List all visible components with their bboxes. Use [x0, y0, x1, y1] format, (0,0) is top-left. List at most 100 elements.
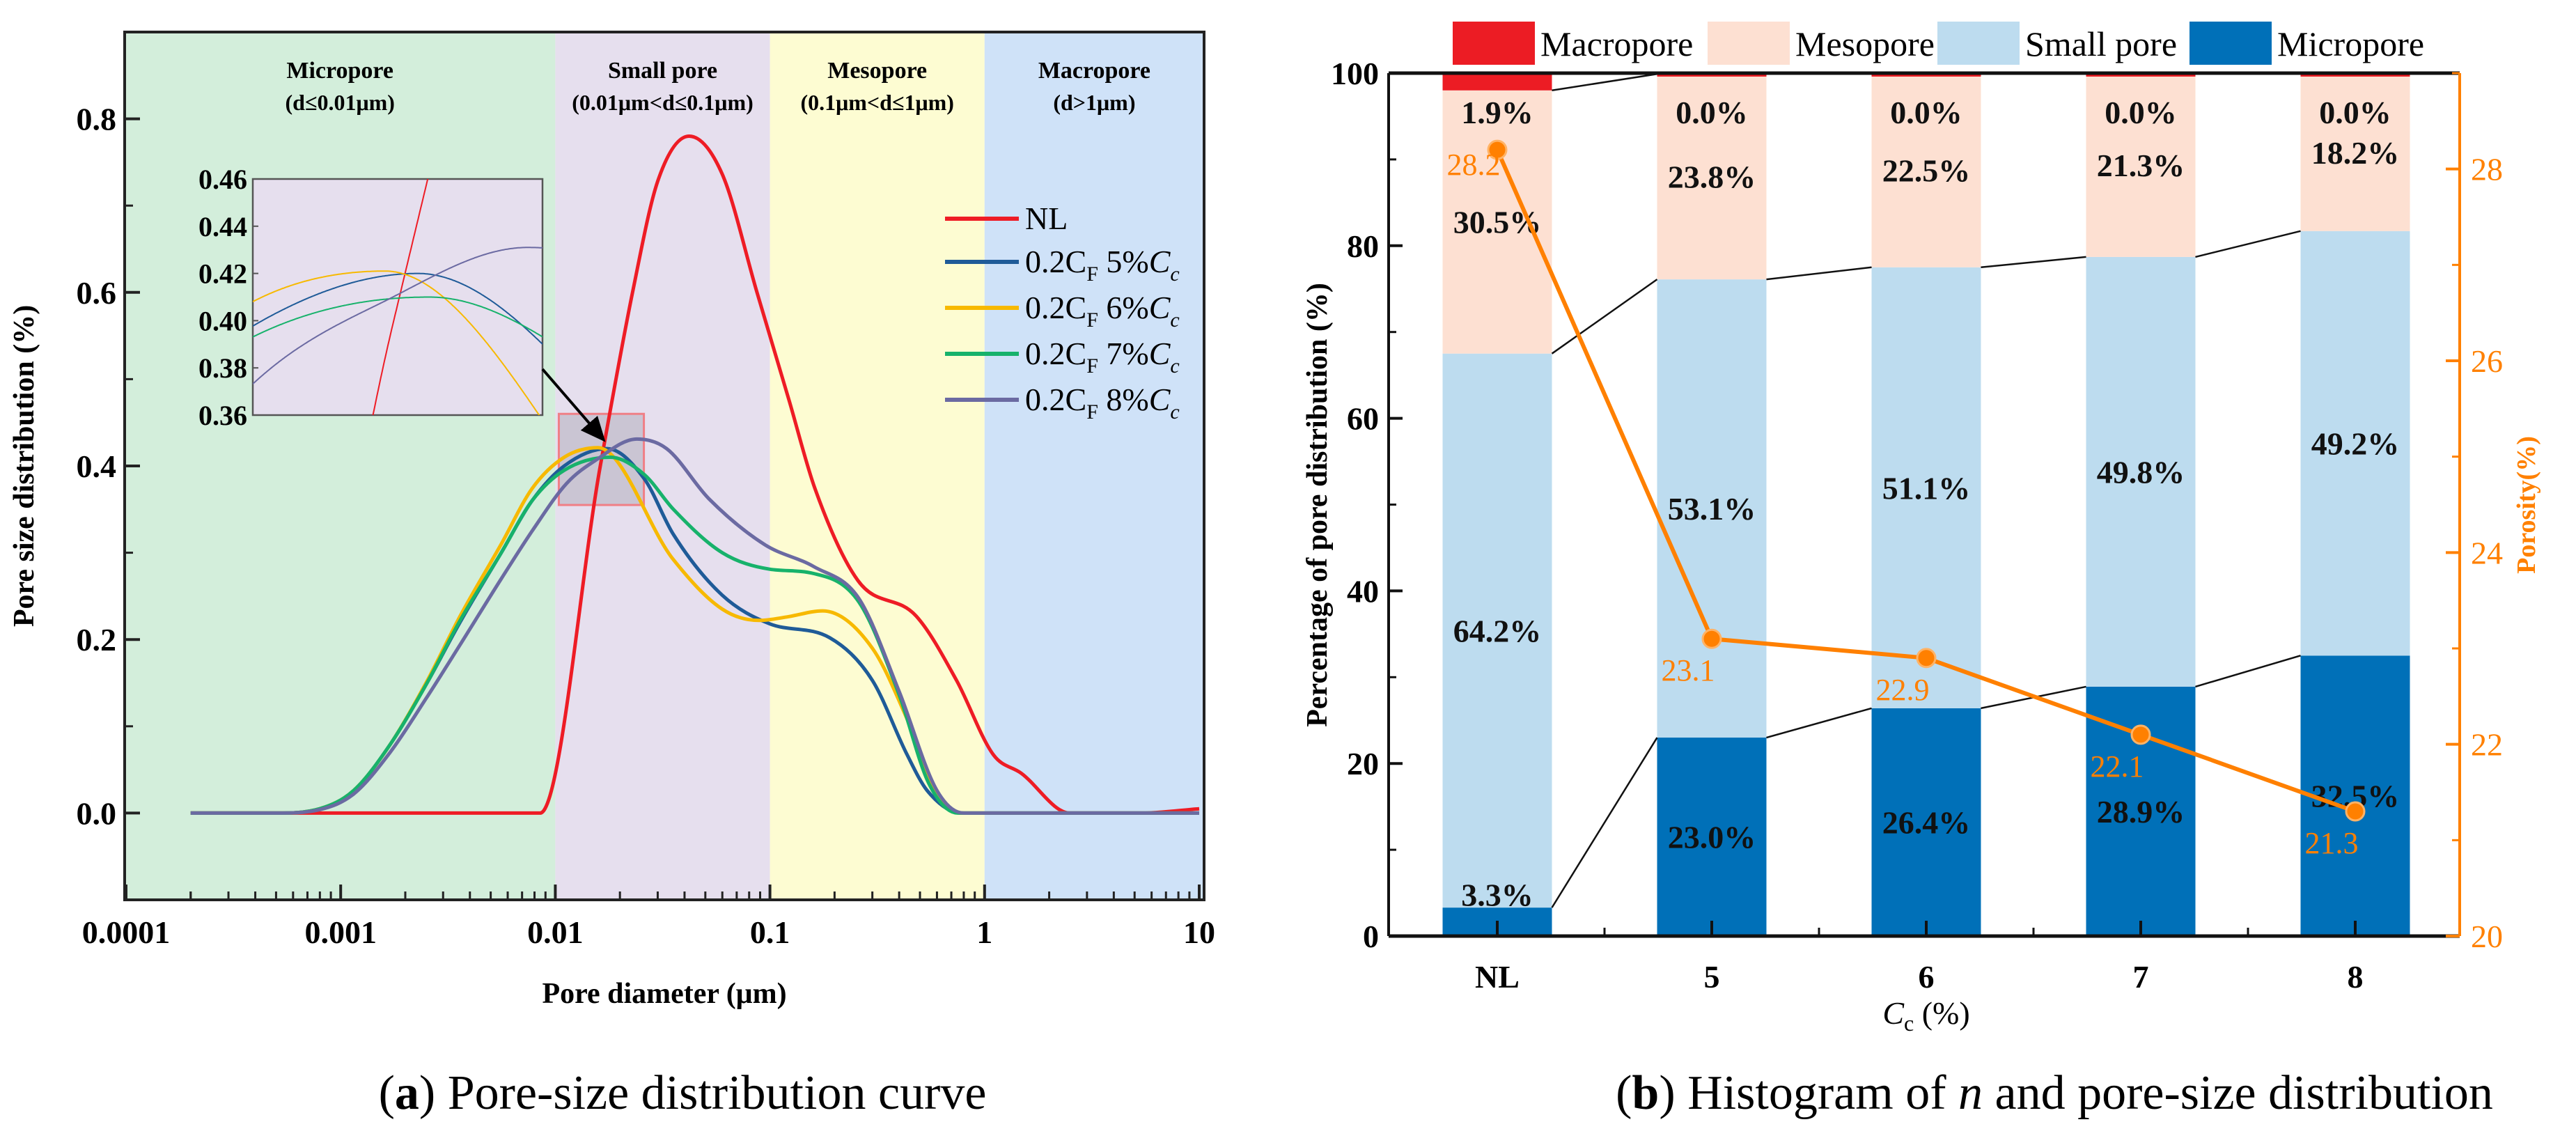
- region-range-label: (0.01μm<d≤0.1μm): [572, 90, 754, 115]
- porosity-point: [1701, 628, 1722, 649]
- bar-segment-mesopore: [1442, 90, 1552, 354]
- series-line-3: [190, 455, 1199, 815]
- bar-segment-micropore: [1657, 738, 1767, 936]
- porosity-point: [2130, 724, 2151, 745]
- x-tick-label: 0.0001: [82, 914, 171, 950]
- caption-letter: a: [395, 1066, 419, 1120]
- bar-value-label: 53.1%: [1668, 491, 1756, 527]
- bar-value-label: 64.2%: [1453, 613, 1542, 648]
- caption-a: (a) Pore-size distribution curve: [379, 1066, 987, 1120]
- legend-label-2: 0.2CF 6%Cc: [1025, 290, 1180, 332]
- y2-tick-label: 24: [2471, 535, 2503, 570]
- bar-value-label: 49.2%: [2311, 426, 2400, 462]
- x-axis-title: Cc (%): [1882, 995, 1969, 1036]
- pore-size-distribution-chart: Micropore (d≤0.01μm) Small pore (0.01μm<d≤0…: [8, 31, 1215, 1010]
- region-label: Small pore: [608, 58, 717, 84]
- porosity-point: [2345, 801, 2366, 822]
- bar-value-label: 22.5%: [1882, 153, 1971, 188]
- legend-subscript: c: [1170, 355, 1179, 377]
- region-band-0: [125, 32, 556, 900]
- bar-segment-small-pore: [2300, 231, 2410, 656]
- inset-y-tick-label: 0.40: [198, 305, 247, 336]
- porosity-point: [1916, 648, 1937, 669]
- inset-y-tick-label: 0.42: [198, 258, 247, 290]
- inset-curves: [253, 179, 542, 415]
- inset-series-line-4: [253, 247, 542, 384]
- legend-label: Micropore: [2277, 24, 2424, 63]
- region-band-1: [555, 32, 770, 900]
- legend-percent: 6%: [1098, 290, 1149, 325]
- y-tick-label: 0.0: [77, 795, 117, 831]
- bar-segment-macropore: [1442, 73, 1552, 91]
- legend-label-1: 0.2CF 5%Cc: [1025, 244, 1180, 286]
- inset-series-line-2: [253, 270, 540, 415]
- bar-segment-mesopore: [2086, 73, 2196, 257]
- y-tick-label: 20: [1347, 746, 1379, 781]
- stack-connector-line: [1551, 279, 1658, 355]
- bar-segment-micropore: [1871, 708, 1981, 936]
- x-tick-label: 7: [2133, 959, 2149, 995]
- inset-series-line-1: [253, 272, 542, 345]
- y-tick-label: 0.2: [77, 622, 117, 657]
- bar-segment-mesopore: [1871, 73, 1981, 267]
- region-range-label: (d>1μm): [1053, 90, 1135, 115]
- porosity-value-label: 28.2: [1447, 148, 1501, 182]
- x-tick-label: 1: [976, 914, 992, 950]
- x-tick-label: NL: [1475, 959, 1520, 995]
- bar-value-label: 1.9%: [1461, 95, 1533, 130]
- caption-text: Histogram of: [1676, 1066, 1958, 1120]
- y2-tick-label: 26: [2471, 343, 2503, 379]
- bar-value-label: 3.3%: [1461, 878, 1533, 913]
- x-tick-label: 8: [2348, 959, 2364, 995]
- legend-label-4: 0.2CF 8%Cc: [1025, 382, 1180, 423]
- porosity-value-label: 21.3: [2305, 826, 2359, 860]
- stack-connector-line: [1981, 256, 2086, 269]
- caption-text: and pore-size distribution: [1983, 1066, 2493, 1120]
- bar-value-label: 30.5%: [1453, 205, 1542, 240]
- y-tick-label: 60: [1347, 401, 1379, 437]
- bar-value-label: 23.0%: [1668, 820, 1756, 855]
- y-tick-label: 40: [1347, 573, 1379, 609]
- caption-paren: ): [1659, 1066, 1675, 1120]
- x-axis-title: Pore diameter (μm): [542, 978, 786, 1010]
- legend-label: Macropore: [1540, 24, 1693, 63]
- bar-value-label: 0.0%: [1890, 95, 1962, 130]
- legend-percent: 7%: [1098, 336, 1149, 371]
- legend-percent: 8%: [1098, 382, 1149, 417]
- legend-swatch: [1937, 22, 2020, 65]
- caption-italic: n: [1958, 1066, 1983, 1120]
- legend-subscript: F: [1086, 309, 1098, 332]
- bar-value-label: 18.2%: [2311, 135, 2400, 171]
- y-tick-label: 0.4: [77, 449, 117, 484]
- caption-paren: ): [419, 1066, 435, 1120]
- caption-b: (b) Histogram of n and pore-size distrib…: [1616, 1066, 2493, 1120]
- bar-segment-small-pore: [2086, 256, 2196, 687]
- legend-prefix: 0.2C: [1025, 336, 1086, 371]
- bar-segment-small-pore: [1657, 279, 1767, 738]
- region-band-3: [984, 32, 1204, 900]
- pore-histogram-chart: 3.3%23.0% 26.4% 28.9% 32.5%64.2%53.1%51.1% 4…: [1302, 22, 2541, 1036]
- legend-swatch: [1708, 22, 1790, 65]
- y-axis-title: Pore size distribution (%): [8, 305, 40, 627]
- x-axis-unit: (%): [1914, 995, 1969, 1031]
- x-axis-subscript: c: [1904, 1011, 1914, 1036]
- bar-value-label: 21.3%: [2097, 148, 2185, 183]
- region-label: Mesopore: [827, 58, 927, 84]
- inset-chart: 0.36 0.38 0.40 0.42 0.44 0.46: [198, 164, 544, 431]
- y-tick-label: 0.6: [77, 275, 117, 311]
- stack-connector-line: [1766, 266, 1872, 281]
- bar-value-label: 23.8%: [1668, 159, 1756, 195]
- region-label: Macropore: [1038, 58, 1150, 84]
- stack-connector-line: [2195, 655, 2301, 688]
- legend-swatch: [2189, 22, 2272, 65]
- bar-value-label: 26.4%: [1882, 804, 1971, 840]
- legend-prefix: 0.2C: [1025, 382, 1086, 417]
- porosity-value-label: 22.9: [1876, 673, 1930, 707]
- stack-connector-line: [1551, 737, 1658, 908]
- caption-letter: b: [1632, 1066, 1659, 1120]
- legend-subscript: F: [1086, 355, 1098, 377]
- legend-percent: 5%: [1098, 244, 1149, 279]
- legend-subscript: c: [1170, 263, 1179, 286]
- series-line-0: [190, 134, 1200, 815]
